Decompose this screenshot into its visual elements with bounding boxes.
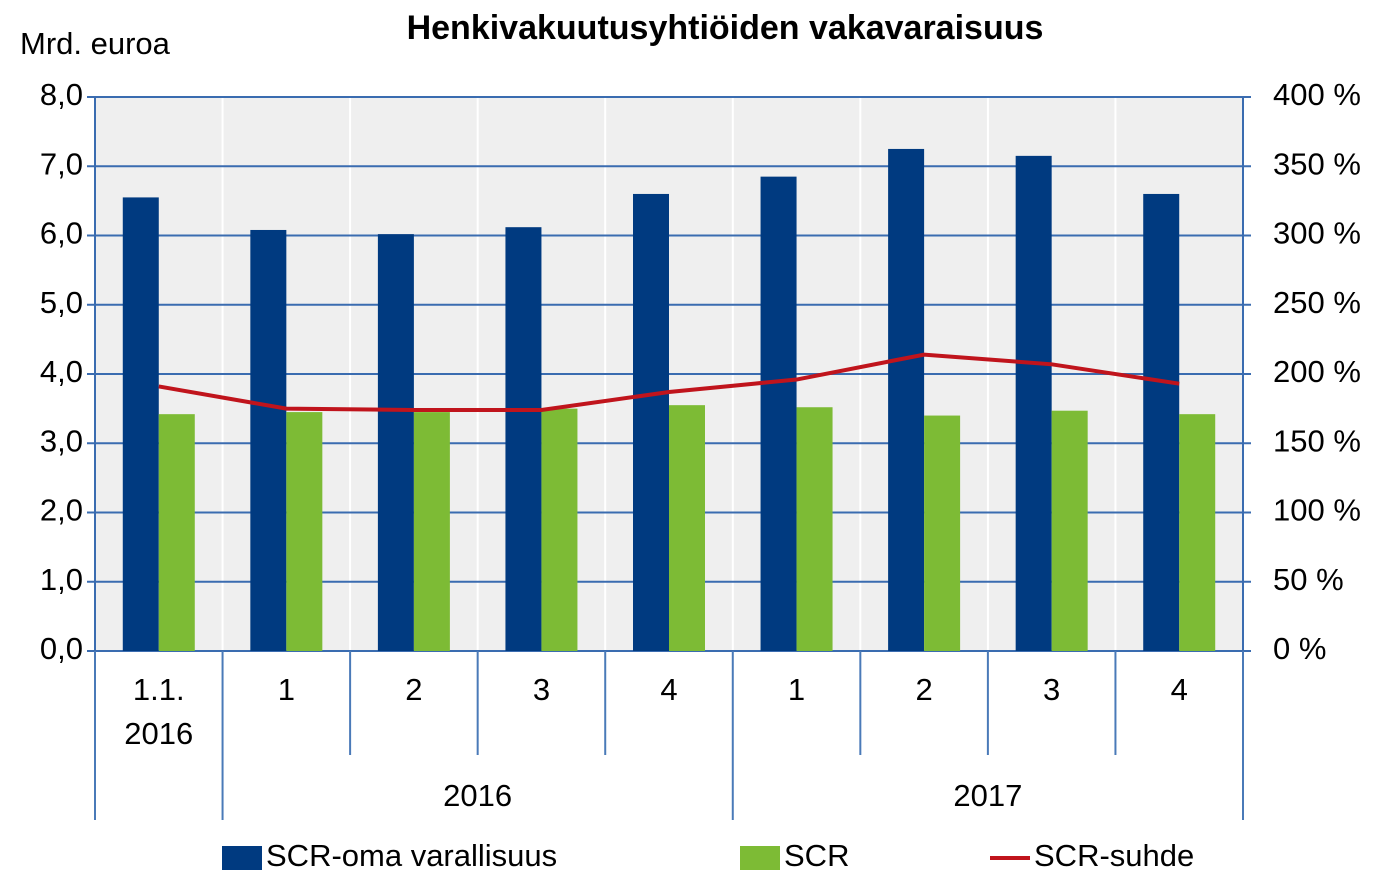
- bar: [413, 412, 450, 651]
- y2-tick-label: 0 %: [1273, 631, 1326, 666]
- bar: [1179, 414, 1216, 651]
- y2-tick-label: 400 %: [1273, 77, 1361, 112]
- y-tick-label: 3,0: [40, 423, 83, 458]
- y2-tick-label: 150 %: [1273, 423, 1361, 458]
- bar: [250, 229, 287, 651]
- y-tick-label: 4,0: [40, 354, 83, 389]
- bar: [505, 227, 542, 651]
- legend-label: SCR-suhde: [1034, 838, 1194, 873]
- bar: [541, 408, 578, 651]
- legend-label: SCR: [784, 838, 849, 873]
- bar: [633, 193, 669, 651]
- y-tick-label: 6,0: [40, 216, 83, 251]
- bar: [122, 197, 159, 651]
- bar: [377, 234, 414, 652]
- y2-tick-label: 100 %: [1273, 493, 1361, 528]
- y-tick-label: 2,0: [40, 493, 83, 528]
- y2-tick-label: 200 %: [1273, 354, 1361, 389]
- x-tick-label: 2: [915, 672, 932, 707]
- bar: [1051, 410, 1088, 651]
- bar: [760, 176, 797, 651]
- legend-label: SCR-oma varallisuus: [266, 838, 557, 873]
- x-tick-label: 3: [1043, 672, 1060, 707]
- group-label: 2017: [953, 778, 1022, 813]
- x-tick-label: 3: [533, 672, 550, 707]
- bar: [1143, 193, 1180, 651]
- x-tick-label: 1.1. 2016: [124, 672, 193, 751]
- y-axis-label: Mrd. euroa: [20, 26, 171, 61]
- y2-tick-label: 350 %: [1273, 146, 1361, 181]
- bar: [924, 415, 961, 651]
- chart-title: Henkivakuutusyhtiöiden vakavaraisuus: [407, 9, 1044, 47]
- bar: [286, 412, 323, 651]
- x-tick-label: 4: [660, 672, 677, 707]
- y-tick-label: 1,0: [40, 562, 83, 597]
- bar: [158, 414, 195, 651]
- y2-tick-label: 250 %: [1273, 285, 1361, 320]
- y-tick-label: 8,0: [40, 77, 83, 112]
- legend-swatch: [222, 846, 262, 870]
- x-tick-label: 1: [278, 672, 295, 707]
- x-tick-label: 2: [405, 672, 422, 707]
- line: [158, 352, 1180, 413]
- y2-tick-label: 50 %: [1273, 562, 1344, 597]
- y-tick-label: 0,0: [40, 631, 83, 666]
- bar: [1015, 155, 1052, 652]
- bar: [796, 407, 833, 651]
- group-label: 2016: [443, 778, 512, 813]
- y-tick-label: 7,0: [40, 146, 83, 181]
- y2-tick-label: 300 %: [1273, 216, 1361, 251]
- y-tick-label: 5,0: [40, 285, 83, 320]
- bar: [669, 405, 705, 651]
- x-tick-label: 4: [1171, 672, 1188, 707]
- legend-swatch: [740, 846, 780, 870]
- x-tick-label: 1: [788, 672, 805, 707]
- bar: [888, 148, 925, 651]
